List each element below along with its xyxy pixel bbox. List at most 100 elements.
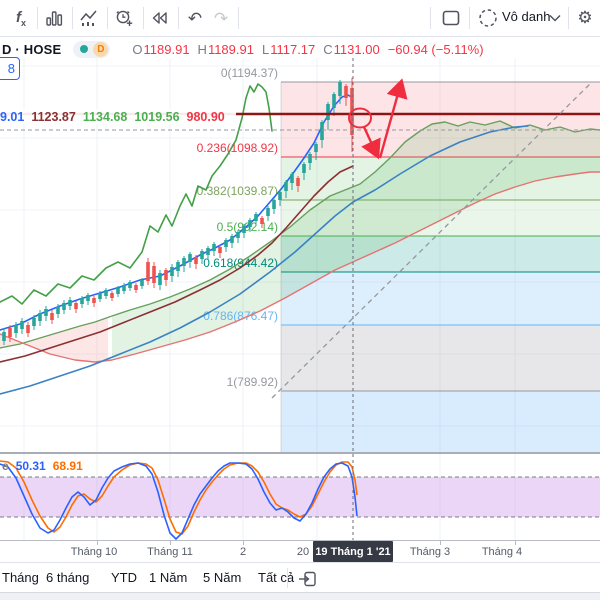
- indicator-value: 1019.56: [134, 109, 180, 124]
- time-axis-label: Tháng 4: [481, 546, 523, 558]
- dashed-circle-avatar-icon: [479, 9, 497, 27]
- toolbar-separator: [287, 568, 288, 588]
- close-label: C: [323, 41, 333, 57]
- toolbar-separator: [37, 7, 38, 29]
- indicator-value: 1134.68: [82, 109, 128, 124]
- stochastic-pane: [0, 460, 600, 540]
- settings-button[interactable]: ⚙: [571, 5, 599, 31]
- rewind-icon: [152, 12, 167, 24]
- top-toolbar: fx ↶ ↷ Vô danh ⚙: [0, 0, 600, 37]
- time-axis-label: Tháng 10: [70, 546, 118, 558]
- range-button-1year[interactable]: 1 Năm: [149, 570, 188, 585]
- bar-chart-button[interactable]: [40, 5, 68, 31]
- stochastic-legend[interactable]: e 50.31 68.91: [2, 459, 90, 473]
- ohlc-values: O 1189.91 H 1189.91 L 1117.17 C 1131.00 −60.…: [124, 42, 483, 57]
- undo-button[interactable]: ↶: [181, 5, 209, 31]
- chevron-down-icon: [549, 14, 561, 22]
- close-value: 1131.00: [333, 41, 380, 57]
- account-menu-button[interactable]: [546, 5, 564, 31]
- indicator-value: 9.01: [0, 109, 25, 124]
- redo-button[interactable]: ↷: [207, 5, 235, 31]
- account-name[interactable]: Vô danh: [502, 9, 551, 24]
- time-axis-label: Tháng 3: [409, 546, 451, 558]
- toolbar-separator: [143, 7, 144, 29]
- time-axis[interactable]: Tháng 10 Tháng 11 2 20 Tháng 3 Tháng 4 1…: [0, 540, 600, 563]
- time-axis-label: 2: [239, 546, 247, 558]
- red-arrow-drawing[interactable]: [348, 78, 408, 160]
- bar-chart-icon: [46, 11, 63, 26]
- maximize-icon: [442, 10, 460, 26]
- range-button-6months[interactable]: 6 tháng: [46, 570, 90, 585]
- axis-tick: [243, 541, 244, 545]
- line-chart-button[interactable]: [75, 5, 103, 31]
- time-axis-label: Tháng 11: [147, 546, 193, 558]
- candlestick-series: [2, 78, 354, 345]
- change-value: −60.94 (−5.11%): [387, 41, 484, 57]
- redo-icon: ↷: [213, 8, 229, 28]
- replay-button[interactable]: [146, 5, 174, 31]
- stochastic-d-value: 68.91: [52, 459, 83, 473]
- low-value: 1117.17: [270, 41, 316, 57]
- fib-labels: 0(1194.37) 0.236(1098.92) 0.382(1039.87) 0.…: [197, 66, 278, 389]
- indicator-legend[interactable]: 9.01 1123.87 1134.68 1019.56 980.90: [0, 109, 236, 124]
- range-button-all[interactable]: Tất cả: [258, 570, 295, 585]
- toolbar-separator: [72, 7, 73, 29]
- crosshair-date-tooltip: 19 Tháng 1 '21: [313, 541, 393, 562]
- stochastic-legend-prefix: e: [2, 459, 9, 473]
- fib-zones: [280, 81, 600, 452]
- svg-text:1(789.92): 1(789.92): [227, 375, 278, 389]
- ichimoku-cloud: [0, 121, 600, 362]
- price-badge: 8: [0, 57, 20, 80]
- add-alert-button[interactable]: [110, 5, 138, 31]
- svg-text:0(1194.37): 0(1194.37): [221, 66, 278, 80]
- low-label: L: [261, 41, 270, 57]
- stochastic-k-value: 50.31: [15, 459, 46, 473]
- svg-text:0.5(992.14): 0.5(992.14): [217, 220, 278, 234]
- indicator-value: 1123.87: [31, 109, 76, 124]
- svg-text:0.618(944.42): 0.618(944.42): [203, 256, 278, 270]
- toolbar-separator: [107, 7, 108, 29]
- indicator-lines: [0, 83, 600, 395]
- symbol-name[interactable]: D · HOSE: [2, 41, 62, 57]
- open-value: 1189.91: [143, 41, 190, 57]
- axis-tick: [97, 541, 98, 545]
- toolbar-separator: [238, 7, 239, 29]
- high-value: 1189.91: [207, 41, 254, 57]
- open-label: O: [132, 41, 143, 57]
- range-button-5years[interactable]: 5 Năm: [203, 570, 242, 585]
- toolbar-separator: [178, 7, 179, 29]
- alarm-plus-icon: [116, 10, 133, 26]
- toolbar-separator: [430, 7, 431, 29]
- axis-tick: [440, 541, 441, 545]
- svg-text:0.236(1098.92): 0.236(1098.92): [197, 141, 278, 155]
- undo-icon: ↶: [187, 8, 203, 28]
- account-avatar[interactable]: [474, 5, 502, 31]
- bottom-strip: [0, 592, 600, 600]
- range-button-month[interactable]: Tháng: [2, 570, 39, 585]
- range-button-ytd[interactable]: YTD: [111, 570, 137, 585]
- range-toolbar: Tháng 6 tháng YTD 1 Năm 5 Năm Tất cả: [0, 562, 600, 593]
- axis-tick: [170, 541, 171, 545]
- axis-tick: [515, 541, 516, 545]
- status-dot-icon: [80, 45, 89, 53]
- gridlines: [0, 58, 600, 540]
- toolbar-separator: [568, 7, 569, 29]
- interval-badge: D: [93, 41, 109, 57]
- maximize-button[interactable]: [437, 5, 465, 31]
- function-icon: fx: [15, 8, 26, 28]
- line-chart-icon: [80, 10, 97, 26]
- svg-text:0.786(876.47): 0.786(876.47): [203, 309, 278, 323]
- indicator-value: 980.90: [186, 109, 225, 124]
- function-button[interactable]: fx: [7, 5, 35, 31]
- high-label: H: [197, 41, 207, 57]
- go-to-date-icon: [298, 571, 316, 587]
- toolbar-separator: [469, 7, 470, 29]
- svg-text:0.382(1039.87): 0.382(1039.87): [197, 184, 278, 198]
- gear-icon: ⚙: [577, 8, 593, 27]
- time-axis-label: 20: [296, 546, 310, 558]
- interval-toggle[interactable]: D: [73, 40, 111, 58]
- go-to-date-button[interactable]: [293, 566, 321, 592]
